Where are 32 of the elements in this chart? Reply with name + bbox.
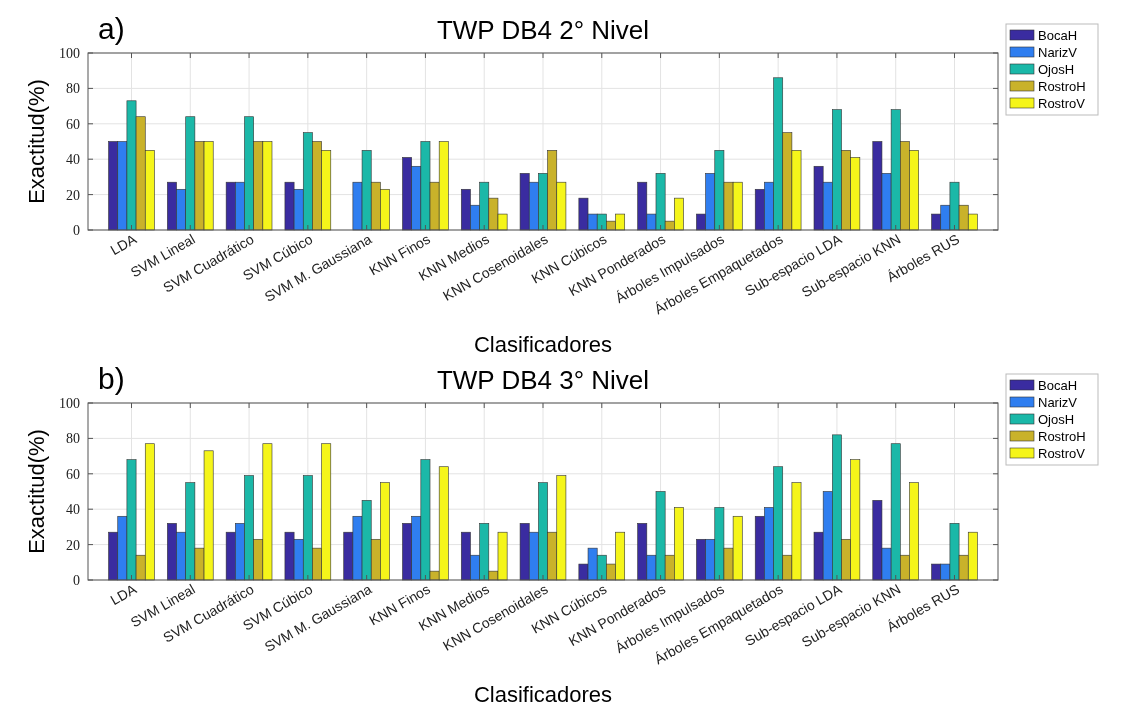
legend-label: OjosH bbox=[1038, 412, 1075, 427]
x-axis-title: Clasificadores bbox=[473, 332, 613, 357]
legend-label: NarizV bbox=[1038, 395, 1078, 410]
legend-label: BocaH bbox=[1038, 28, 1078, 43]
chart-title: TWP DB4 2° Nivel bbox=[436, 15, 650, 45]
y-tick-label: 60 bbox=[66, 116, 80, 132]
text: a) bbox=[98, 12, 125, 45]
text: b) bbox=[98, 362, 125, 395]
legend-label: RostroH bbox=[1038, 429, 1086, 444]
legend-label: RostroV bbox=[1038, 96, 1086, 111]
y-tick-label: 0 bbox=[73, 573, 80, 588]
y-tick-label: 80 bbox=[66, 431, 80, 447]
y-tick-label: 40 bbox=[66, 502, 80, 518]
y-axis-title: Exactitud(%) bbox=[24, 429, 49, 554]
y-tick-label: 20 bbox=[66, 537, 80, 553]
y-tick-label: 100 bbox=[59, 46, 80, 61]
x-tick-label: LDA bbox=[107, 230, 140, 259]
x-axis-title: Clasificadores bbox=[473, 682, 613, 707]
y-tick-label: 100 bbox=[59, 396, 80, 411]
legend-label: OjosH bbox=[1038, 62, 1075, 77]
y-tick-label: 0 bbox=[73, 223, 80, 238]
legend-label: BocaH bbox=[1038, 378, 1078, 393]
y-tick-label: 80 bbox=[66, 81, 80, 97]
legend-label: RostroH bbox=[1038, 79, 1086, 94]
legend-label: RostroV bbox=[1038, 446, 1086, 461]
legend-label: NarizV bbox=[1038, 45, 1078, 60]
y-axis-title: Exactitud(%) bbox=[24, 79, 49, 204]
chart-title: TWP DB4 3° Nivel bbox=[436, 365, 650, 395]
y-tick-label: 40 bbox=[66, 152, 80, 168]
y-tick-label: 20 bbox=[66, 187, 80, 203]
y-tick-label: 60 bbox=[66, 466, 80, 482]
x-tick-label: LDA bbox=[107, 580, 140, 609]
